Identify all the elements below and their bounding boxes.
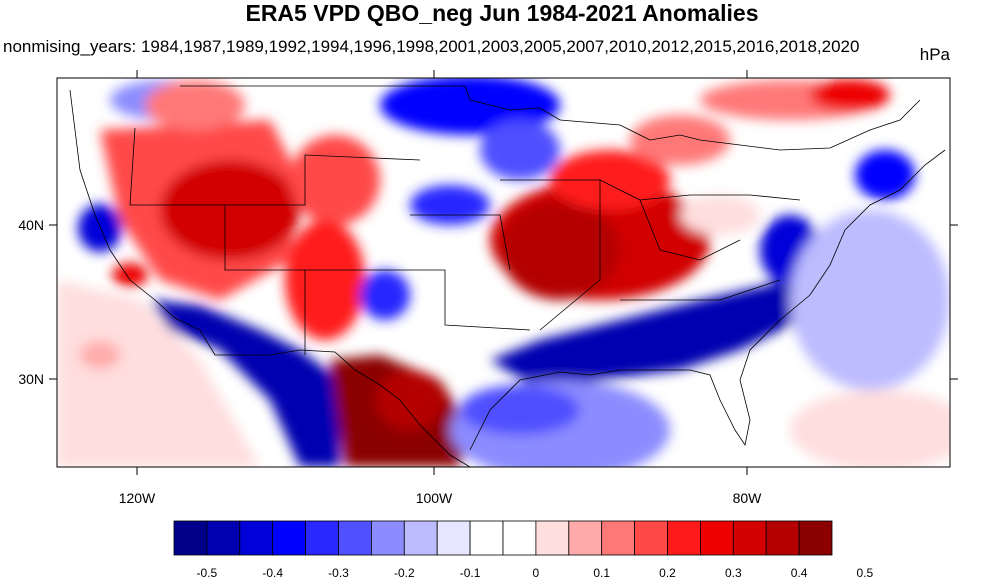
colorbar-label: 0 (533, 566, 540, 578)
colorbar-swatch (568, 520, 603, 556)
colorbar-swatch (601, 520, 636, 556)
colorbar-swatch (173, 520, 208, 556)
y-tick-label: 30N (18, 371, 44, 387)
colorbar-label: -0.3 (328, 566, 349, 578)
colorbar-swatch (436, 520, 471, 556)
colorbar-label: -0.2 (394, 566, 415, 578)
colorbar-label: 0.5 (857, 566, 874, 578)
coastlines (69, 85, 946, 467)
colorbar-swatch (765, 520, 800, 556)
x-tick-label: 80W (733, 490, 763, 506)
colorbar-label: -0.1 (460, 566, 481, 578)
colorbar-swatch (206, 520, 241, 556)
map-title: ERA5 VPD QBO_neg Jun 1984-2021 Anomalies (245, 0, 759, 26)
colorbar-swatch (502, 520, 537, 556)
colorbar-swatch (667, 520, 701, 556)
y-tick-label: 40N (18, 217, 44, 233)
colorbar-swatch (403, 520, 438, 556)
plot-frame (56, 77, 951, 468)
colorbar-label: -0.4 (262, 566, 283, 578)
colorbar-swatch (798, 520, 833, 556)
colorbar-swatch (272, 520, 307, 556)
colorbar-swatch (732, 520, 767, 556)
colorbar-swatch (700, 520, 734, 556)
colorbar-swatch (239, 520, 274, 556)
map-subtitle: nonmising_years: 1984,1987,1989,1992,199… (3, 37, 860, 56)
colorbar-label: 0.4 (791, 566, 808, 578)
colorbar-swatch (370, 520, 405, 556)
colorbar-swatch (338, 520, 372, 556)
x-tick-label: 120W (119, 490, 156, 506)
colorbar-swatch (634, 520, 668, 556)
colorbar-labels: -0.5 -0.4 -0.3 -0.2 -0.1 0 0.1 0.2 0.3 0.4 0.5 (197, 566, 874, 578)
colorbar-label: -0.5 (197, 566, 218, 578)
axis-ticks (49, 70, 958, 475)
colorbar-label: 0.3 (725, 566, 742, 578)
colorbar-swatch (469, 520, 504, 556)
colorbar-swatch (535, 520, 570, 556)
colorbar-label: 0.1 (593, 566, 610, 578)
anomaly-field (57, 78, 950, 467)
x-tick-label: 100W (416, 490, 453, 506)
colorbar-label: 0.2 (659, 566, 676, 578)
colorbar (173, 520, 833, 556)
colorbar-swatch (305, 520, 339, 556)
units-label: hPa (919, 45, 950, 64)
